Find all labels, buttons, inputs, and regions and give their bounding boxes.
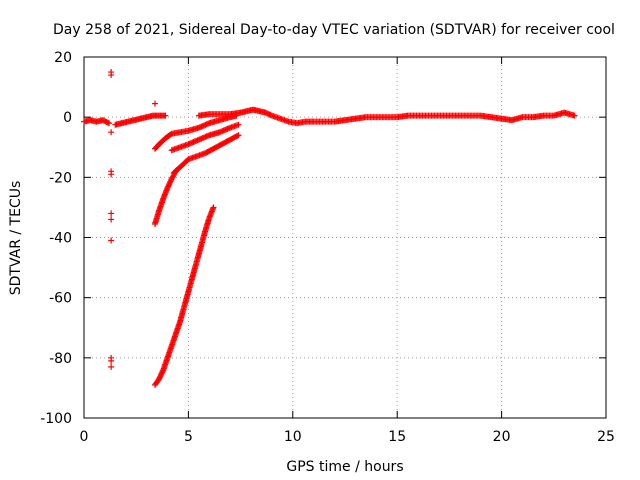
axis-ticks: 0 5 10 15 20 25 -100 -80 -60 -40 -20 0 20 [40, 50, 615, 445]
data-point [151, 100, 158, 107]
data-point [234, 132, 241, 139]
data-point [210, 204, 217, 211]
data-point [104, 119, 111, 126]
y-tick-label: -100 [40, 411, 72, 427]
data-points [81, 69, 578, 388]
y-tick-label: 20 [54, 50, 72, 66]
data-point [172, 168, 179, 175]
data-point [108, 171, 115, 178]
x-tick-label: 20 [493, 429, 511, 445]
y-tick-label: 0 [63, 110, 72, 126]
grid-lines [84, 57, 606, 418]
data-point [235, 132, 242, 139]
data-point [162, 112, 169, 119]
data-point [108, 129, 115, 136]
data-point [172, 169, 179, 176]
data-point [106, 120, 113, 127]
x-tick-label: 5 [184, 429, 193, 445]
chart-title: Day 258 of 2021, Sidereal Day-to-day VTE… [53, 22, 615, 38]
y-tick-label: -80 [49, 351, 72, 367]
data-point [108, 216, 115, 223]
data-point [108, 72, 115, 79]
data-point [233, 112, 240, 119]
x-tick-label: 25 [597, 429, 615, 445]
y-tick-label: -60 [49, 291, 72, 307]
y-tick-label: -20 [49, 170, 72, 186]
data-point [571, 112, 578, 119]
data-point [108, 357, 115, 364]
x-tick-label: 15 [388, 429, 406, 445]
data-point [235, 121, 242, 128]
data-point [108, 363, 115, 370]
data-point [267, 112, 274, 119]
data-point [108, 210, 115, 217]
x-axis-label: GPS time / hours [286, 459, 403, 475]
data-point [108, 237, 115, 244]
x-tick-label: 0 [80, 429, 89, 445]
y-tick-label: -40 [49, 231, 72, 247]
x-tick-label: 10 [284, 429, 302, 445]
y-axis-label: SDTVAR / TECUs [8, 181, 24, 296]
